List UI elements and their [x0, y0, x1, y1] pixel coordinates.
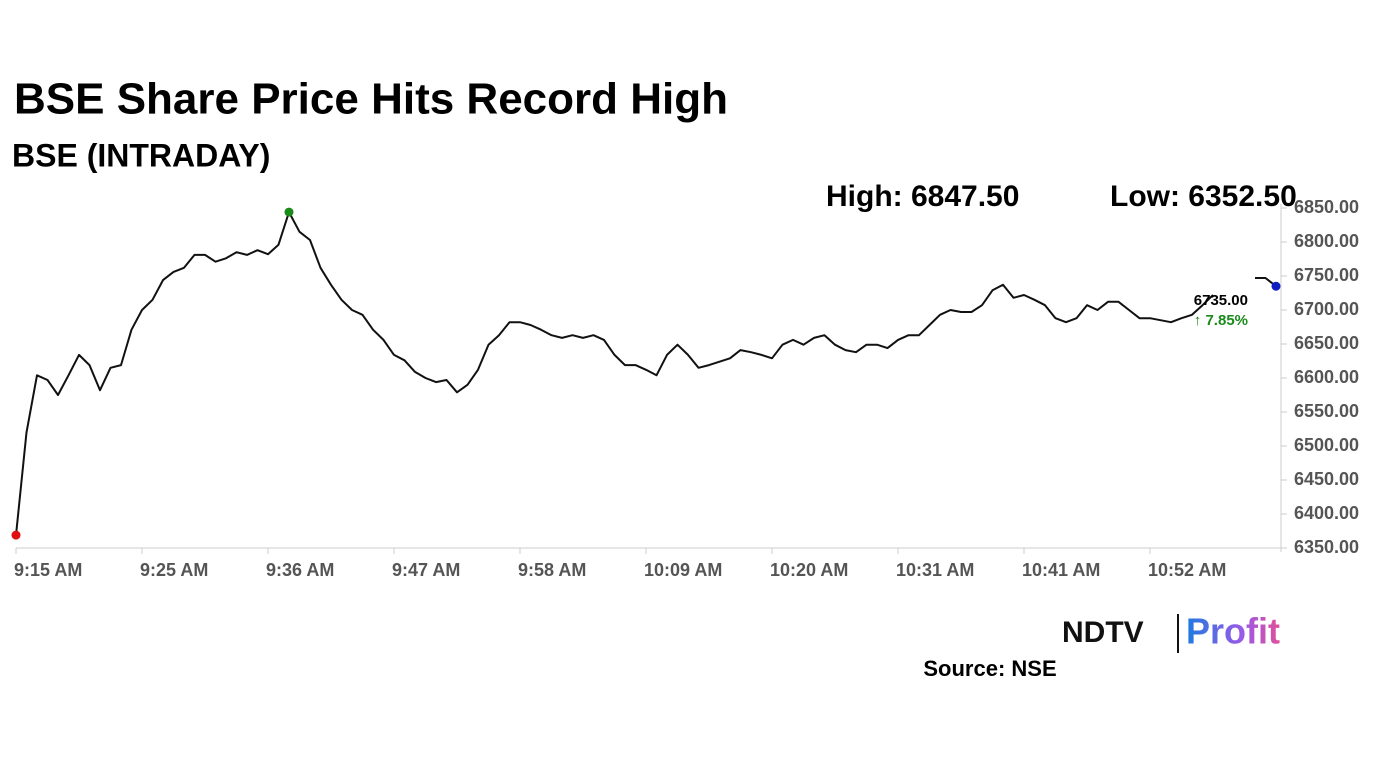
y-tick-label: 6450.00	[1294, 469, 1359, 489]
y-tick-label: 6400.00	[1294, 503, 1359, 523]
logo-product: Profit	[1186, 611, 1280, 652]
y-tick-label: 6650.00	[1294, 333, 1359, 353]
low-label: Low: 6352.50	[1110, 180, 1297, 213]
y-tick-label: 6350.00	[1294, 537, 1359, 557]
y-tick-label: 6600.00	[1294, 367, 1359, 387]
y-tick-label: 6500.00	[1294, 435, 1359, 455]
chart-subtitle: BSE (INTRADAY)	[12, 137, 270, 173]
x-tick-label: 9:47 AM	[392, 560, 460, 580]
y-tick-label: 6850.00	[1294, 197, 1359, 217]
y-tick-label: 6800.00	[1294, 231, 1359, 251]
chart-title: BSE Share Price Hits Record High	[14, 75, 728, 124]
price-line	[15, 211, 1214, 536]
change-label: ↑ 7.85%	[1194, 312, 1248, 329]
last-price-label: 6735.00	[1194, 292, 1248, 309]
y-tick-label: 6550.00	[1294, 401, 1359, 421]
x-tick-label: 9:36 AM	[266, 560, 334, 580]
x-tick-label: 9:58 AM	[518, 560, 586, 580]
x-tick-label: 9:15 AM	[14, 560, 82, 580]
start-marker	[11, 530, 21, 540]
source: Source: NSE	[923, 656, 1056, 681]
high-label: High: 6847.50	[826, 180, 1019, 213]
end-marker	[1271, 281, 1281, 291]
x-tick-label: 10:31 AM	[896, 560, 974, 580]
x-tick-label: 9:25 AM	[140, 560, 208, 580]
x-tick-label: 10:20 AM	[770, 560, 848, 580]
y-tick-label: 6700.00	[1294, 299, 1359, 319]
x-tick-label: 10:52 AM	[1148, 560, 1226, 580]
logo-brand: NDTV	[1062, 616, 1144, 649]
x-tick-label: 10:09 AM	[644, 560, 722, 580]
x-tick-label: 10:41 AM	[1022, 560, 1100, 580]
high-marker	[284, 207, 294, 217]
y-tick-label: 6750.00	[1294, 265, 1359, 285]
